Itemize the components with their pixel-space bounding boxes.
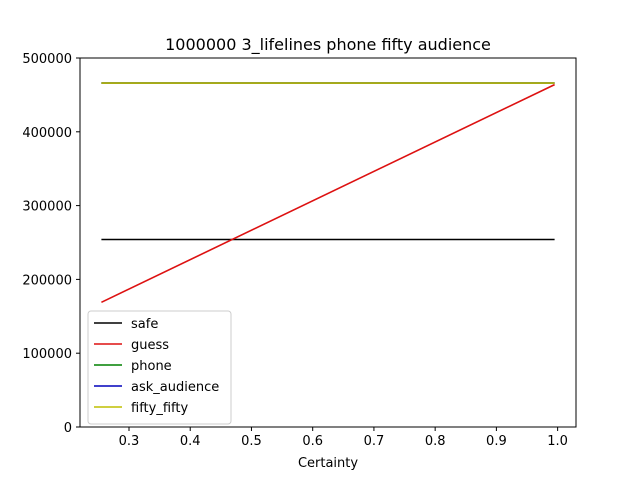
chart-title: 1000000 3_lifelines phone fifty audience [165,35,491,55]
legend-label-ask_audience: ask_audience [131,380,219,395]
x-tick-label: 0.4 [180,434,201,449]
legend: safe guess phone ask_audience fifty_fifty [87,310,232,425]
x-tick-label: 0.5 [241,434,262,449]
y-tick-label: 300000 [22,200,72,215]
x-axis-label: Certainty [298,456,358,471]
legend-label-guess: guess [131,338,169,353]
x-tick-label: 1.0 [547,434,568,449]
x-tick-label: 0.7 [364,434,385,449]
y-tick-label: 400000 [22,126,72,141]
x-tick-label: 0.8 [425,434,446,449]
plot-frame [79,57,577,428]
y-tick-label: 0 [64,421,72,436]
y-tick-label: 100000 [22,347,72,362]
legend-label-safe: safe [131,317,158,332]
y-tick-label: 200000 [22,273,72,288]
y-tick-label: 500000 [22,52,72,67]
x-tick-label: 0.6 [302,434,323,449]
axes-layer: 0.3 0.4 0.5 0.6 0.7 0.8 0.9 1.0 0 100000 200000 300… [22,52,568,449]
x-tick-label: 0.3 [119,434,140,449]
legend-label-phone: phone [131,359,172,374]
legend-label-fifty_fifty: fifty_fifty [131,401,188,416]
x-tick-label: 0.9 [486,434,507,449]
series-layer [101,82,555,304]
series-line-guess [101,83,555,304]
legend-box [87,310,232,425]
